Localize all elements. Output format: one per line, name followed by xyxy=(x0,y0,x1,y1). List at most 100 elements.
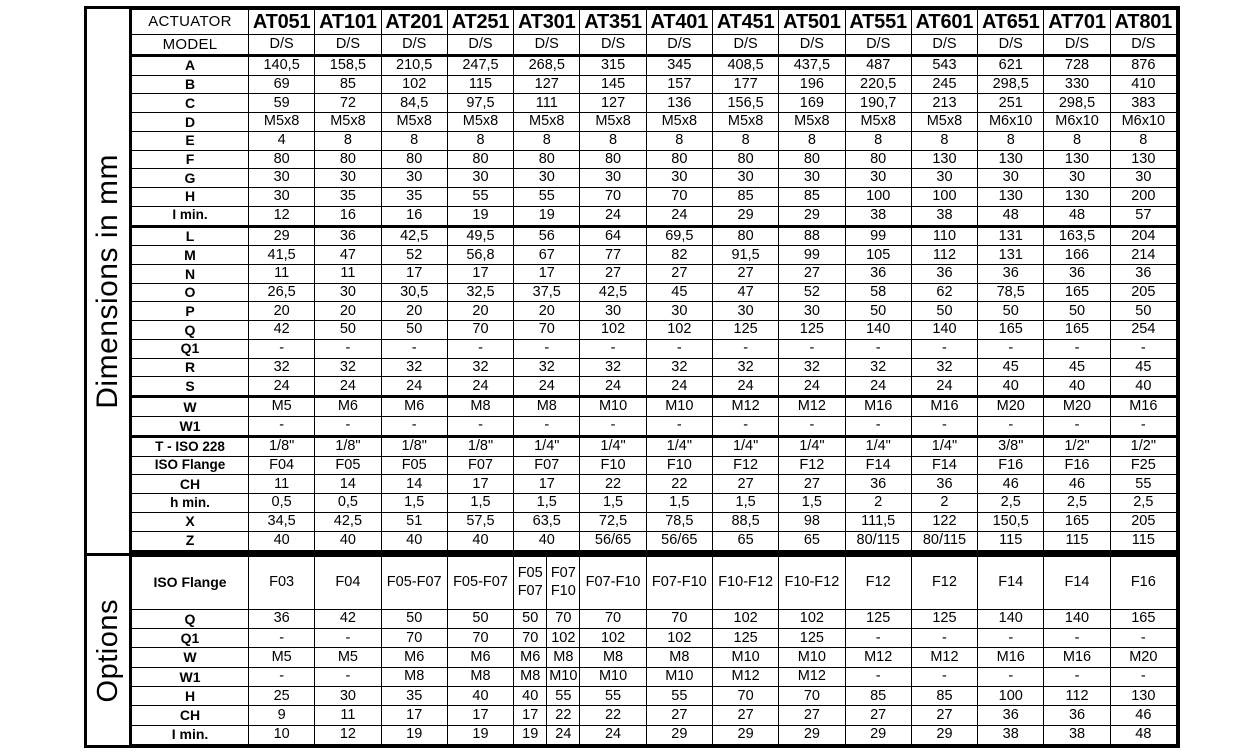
data-cell: 1/2" xyxy=(1043,435,1111,457)
split-sub-cell: M8 xyxy=(553,648,574,665)
data-cell: 32,5 xyxy=(446,282,515,303)
data-cell: M6 xyxy=(314,396,382,417)
data-cell: 543 xyxy=(910,54,979,76)
data-cell: 30 xyxy=(910,168,979,188)
options-data-cell: 85 xyxy=(910,686,979,707)
options-data-cell: M12 xyxy=(778,666,846,688)
data-cell: 24 xyxy=(910,376,979,399)
data-cell: F05 xyxy=(314,455,382,476)
data-cell: 50 xyxy=(380,320,448,340)
data-cell: 59 xyxy=(247,93,316,114)
options-data-cell: 48 xyxy=(1109,724,1178,746)
options-data-cell: 140 xyxy=(977,608,1045,630)
data-cell: 50 xyxy=(910,301,979,322)
split-sub-cell: 50 xyxy=(515,610,548,628)
data-cell: 254 xyxy=(1109,320,1178,340)
data-cell: - xyxy=(778,338,846,359)
data-cell: 1,5 xyxy=(778,493,846,513)
options-data-cell: 125 xyxy=(910,608,979,630)
options-data-cell: - xyxy=(977,666,1045,688)
data-cell: 115 xyxy=(1043,530,1111,553)
data-cell: 728 xyxy=(1043,54,1111,76)
model-type-cell: D/S xyxy=(1109,34,1178,57)
data-cell: - xyxy=(380,338,448,359)
options-row: I min. 10 12 19 19 19 24 24 29 29 29 29 29 38 38 48 xyxy=(131,724,1178,746)
data-cell: 80 xyxy=(844,149,912,170)
data-cell: 204 xyxy=(1109,225,1178,247)
options-row-label-imin: I min. xyxy=(131,724,249,746)
data-cell: 115 xyxy=(446,74,515,95)
options-data-cell: M10 xyxy=(645,666,713,688)
data-cell: M5x8 xyxy=(910,112,979,132)
data-cell: 110 xyxy=(910,225,979,247)
data-cell: 102 xyxy=(380,74,448,95)
data-cell: 1/2" xyxy=(1109,435,1178,457)
data-cell: 38 xyxy=(910,205,979,228)
data-cell: 45 xyxy=(1109,357,1178,378)
data-cell: 1,5 xyxy=(513,493,581,513)
data-cell: 140,5 xyxy=(247,54,316,76)
split-sub-cell: F07 F10 xyxy=(547,557,579,608)
options-data-cell: 27 xyxy=(778,705,846,726)
data-cell: 383 xyxy=(1109,93,1178,114)
split-sub-cell: 40 xyxy=(515,687,548,705)
data-cell: 24 xyxy=(513,376,581,399)
data-cell: 36 xyxy=(1109,264,1178,284)
data-cell: 30 xyxy=(446,168,515,188)
options-data-cell: M12 xyxy=(910,647,979,668)
options-data-cell: M10 xyxy=(579,666,647,688)
row-label-z: Z xyxy=(131,530,249,553)
data-cell: 196 xyxy=(778,74,846,95)
data-cell: 150,5 xyxy=(977,511,1045,532)
data-cell: 80 xyxy=(314,149,382,170)
options-row-label-isoflange: ISO Flange xyxy=(131,555,249,610)
options-data-cell: 70 xyxy=(711,686,780,707)
actuator-name-cell: AT651 xyxy=(977,8,1045,36)
data-cell: F12 xyxy=(711,455,780,476)
data-cell: 30 xyxy=(778,301,846,322)
data-cell: 298,5 xyxy=(1043,93,1111,114)
data-cell: 35 xyxy=(314,186,382,207)
data-cell: 27 xyxy=(778,474,846,495)
split-sub-cell: 102 xyxy=(551,629,576,646)
data-cell: - xyxy=(247,416,316,438)
data-cell: 42,5 xyxy=(314,511,382,532)
data-cell: 45 xyxy=(1043,357,1111,378)
data-cell: F10 xyxy=(645,455,713,476)
data-cell: 45 xyxy=(977,357,1045,378)
data-cell: 24 xyxy=(645,205,713,228)
data-cell: 112 xyxy=(910,245,979,266)
data-cell: 17 xyxy=(446,474,515,495)
data-cell: 80/115 xyxy=(844,530,912,553)
split-data-cell: M6 M8 xyxy=(513,647,581,668)
actuator-name-cell: AT601 xyxy=(910,8,979,36)
table-row: Q1- - - - - - - - - - - - - - xyxy=(131,338,1178,359)
table-row: M 41,5 47 52 56,8 67 77 82 91,5 99 105 112 131 166 214 xyxy=(131,245,1178,266)
data-cell: M16 xyxy=(844,396,912,417)
data-cell: 169 xyxy=(778,93,846,114)
options-data-cell: F10-F12 xyxy=(711,555,780,610)
options-data-cell: 29 xyxy=(778,724,846,746)
data-cell: - xyxy=(446,338,515,359)
data-cell: - xyxy=(380,416,448,438)
data-cell: M6x10 xyxy=(1109,112,1178,132)
data-cell: 130 xyxy=(1043,186,1111,207)
options-data-cell: 85 xyxy=(844,686,912,707)
row-label-h: H xyxy=(131,186,249,207)
data-cell: 32 xyxy=(579,357,647,378)
data-cell: 24 xyxy=(314,376,382,399)
table-row: L 29 36 42,5 49,5 56 64 69,5 80 88 99 110 131 163,5 20… xyxy=(131,225,1178,247)
data-cell: M5x8 xyxy=(513,112,581,132)
model-type-cell: D/S xyxy=(844,34,912,57)
data-cell: 205 xyxy=(1109,282,1178,303)
options-data-cell: - xyxy=(1109,628,1178,649)
options-data-cell: 165 xyxy=(1109,608,1178,630)
options-data-cell: M6 xyxy=(380,647,448,668)
options-section: Options ISO Flange F03 F04 F05-F07 F05-F07 F0… xyxy=(87,552,1178,746)
data-cell: 20 xyxy=(314,301,382,322)
data-cell: 30 xyxy=(711,168,780,188)
options-data-cell: 17 xyxy=(446,705,515,726)
options-data-cell: 55 xyxy=(645,686,713,707)
data-cell: 32 xyxy=(314,357,382,378)
data-cell: 315 xyxy=(579,54,647,76)
